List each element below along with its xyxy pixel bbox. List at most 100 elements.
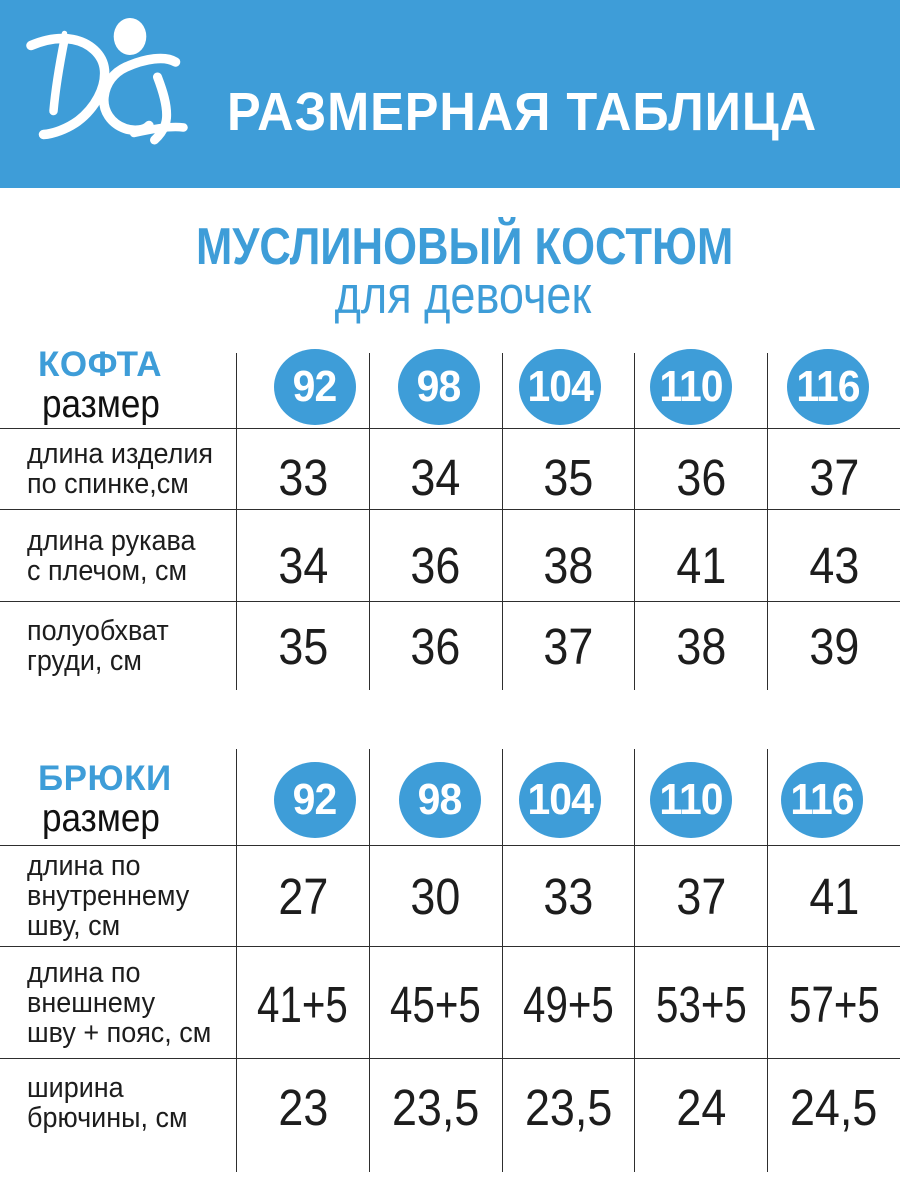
size-badge-label: 98 <box>417 775 463 824</box>
value-text: 34 <box>410 448 461 506</box>
size-badge-label: 104 <box>527 361 594 411</box>
table-value: 43 <box>767 509 900 601</box>
value-text: 23 <box>277 1079 328 1136</box>
table-value: 24 <box>634 1058 768 1172</box>
value-text: 33 <box>543 867 594 925</box>
value-text: 34 <box>277 537 328 594</box>
table-value: 49+5 <box>501 946 635 1058</box>
row-label-text: полуобхват груди, см <box>27 615 169 677</box>
value-text: 30 <box>410 867 461 925</box>
value-text: 41 <box>809 867 860 925</box>
value-text: 36 <box>410 537 461 594</box>
size-table-kofta: КОФТА размер 92 98 104 110 116 длина изд… <box>0 347 900 690</box>
table-value: 36 <box>368 509 502 601</box>
table-value: 35 <box>236 601 369 690</box>
size-badge-label: 116 <box>796 361 860 411</box>
value-text: 37 <box>809 448 860 506</box>
table-value: 36 <box>634 428 768 509</box>
size-header-cell: 92 <box>236 749 369 845</box>
logo-letter-d-stem <box>49 35 69 116</box>
row-label-text: длина по внешнему шву + пояс, см <box>27 956 212 1049</box>
value-text: 37 <box>543 617 594 675</box>
value-text: 53+5 <box>655 976 747 1033</box>
table-value: 23,5 <box>501 1058 635 1172</box>
size-badge-label: 98 <box>416 361 462 411</box>
size-header-cell: 98 <box>368 749 502 845</box>
table-value: 34 <box>236 509 369 601</box>
value-text: 45+5 <box>390 976 482 1033</box>
size-word: размер <box>42 796 160 840</box>
garment-name: БРЮКИ <box>38 758 172 798</box>
table-value: 33 <box>236 428 369 509</box>
value-text: 43 <box>809 537 860 594</box>
table-value: 35 <box>501 428 635 509</box>
size-header-cell: 98 <box>368 348 502 428</box>
size-badge-104: 104 <box>519 762 602 838</box>
product-subtitle-text: для девочек <box>334 266 592 325</box>
table-value: 53+5 <box>634 946 768 1058</box>
size-badge-98: 98 <box>398 762 481 838</box>
row-label-text: ширина брючины, см <box>27 1071 188 1134</box>
value-text: 23,5 <box>524 1079 613 1136</box>
table-value: 41 <box>634 509 768 601</box>
value-text: 35 <box>543 448 594 506</box>
size-badge-116: 116 <box>787 348 870 425</box>
value-text: 37 <box>676 867 727 925</box>
size-header-cell: 104 <box>501 749 635 845</box>
size-badge-110: 110 <box>650 762 733 838</box>
size-badge-104: 104 <box>519 348 602 425</box>
size-badge-label: 104 <box>527 775 594 824</box>
row-label-text: длина рукава с плечом, см <box>27 524 196 587</box>
table-value: 23,5 <box>368 1058 502 1172</box>
row-label: длина рукава с плечом, см <box>0 509 236 601</box>
size-header-cell: 92 <box>236 348 369 428</box>
value-text: 38 <box>543 537 594 594</box>
row-label: длина изделия по спинке,см <box>0 428 236 509</box>
value-text: 57+5 <box>788 976 880 1033</box>
table-value: 34 <box>368 428 502 509</box>
table-value: 37 <box>634 845 768 946</box>
size-badge-label: 116 <box>790 775 854 824</box>
size-badge-label: 110 <box>659 361 724 411</box>
logo-letter-d <box>26 33 110 140</box>
size-badge-116: 116 <box>781 762 864 838</box>
size-badge-label: 92 <box>293 775 338 824</box>
row-label-text: длина изделия по спинке,см <box>27 438 214 500</box>
size-header-cell: 116 <box>767 348 900 428</box>
size-badge-label: 110 <box>659 775 724 824</box>
size-badge-110: 110 <box>650 348 733 425</box>
row-label: ширина брючины, см <box>0 1058 236 1172</box>
value-text: 24 <box>676 1079 727 1136</box>
logo-letter-g-stem <box>150 72 172 145</box>
table-value: 38 <box>634 601 768 690</box>
brand-logo <box>26 18 188 145</box>
table-value: 23 <box>236 1058 369 1172</box>
value-text: 41 <box>676 537 727 594</box>
value-text: 27 <box>277 867 328 925</box>
table-value: 24,5 <box>767 1058 900 1172</box>
value-text: 36 <box>410 617 461 675</box>
value-text: 39 <box>809 617 860 675</box>
table-value: 33 <box>501 845 635 946</box>
table-value: 30 <box>368 845 502 946</box>
logo-bottom-swash <box>129 122 188 138</box>
size-header-cell: 104 <box>501 348 635 428</box>
table-value: 57+5 <box>767 946 900 1058</box>
size-badge-92: 92 <box>273 348 356 425</box>
product-subtitle: для девочек <box>0 269 900 322</box>
row-label: полуобхват груди, см <box>0 601 236 690</box>
size-header-cell: 110 <box>634 749 767 845</box>
size-table-bryuki: БРЮКИ размер 92 98 104 110 116 длина по … <box>0 749 900 1172</box>
row-label: длина по внешнему шву + пояс, см <box>0 946 236 1058</box>
row-label: длина по внутреннему шву, см <box>0 845 236 946</box>
page-title: РАЗМЕРНАЯ ТАБЛИЦА <box>227 82 818 142</box>
size-badge-98: 98 <box>397 348 480 425</box>
table-value: 41 <box>767 845 900 946</box>
table-value: 37 <box>501 601 635 690</box>
value-text: 49+5 <box>523 976 614 1033</box>
table-value: 36 <box>368 601 502 690</box>
row-label-text: длина по внутреннему шву, см <box>27 850 190 942</box>
value-text: 24,5 <box>790 1079 878 1136</box>
value-text: 35 <box>277 617 328 675</box>
